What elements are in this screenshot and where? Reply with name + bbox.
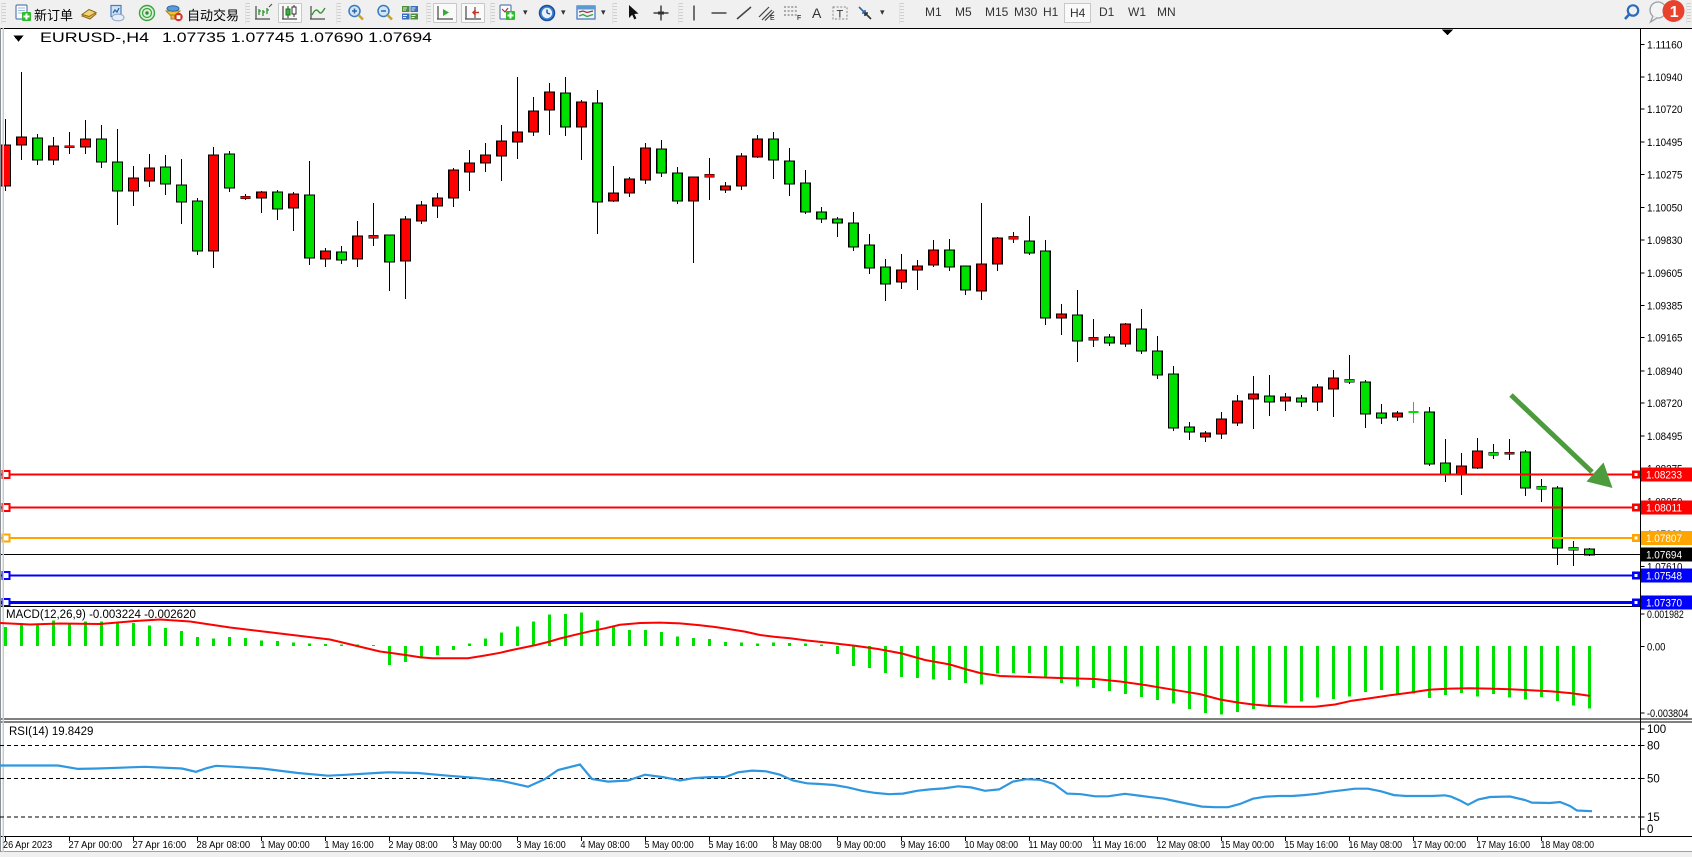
- svg-text:1.07370: 1.07370: [1646, 598, 1682, 610]
- svg-text:1.08940: 1.08940: [1647, 366, 1683, 378]
- svg-text:1.07735 1.07745 1.07690 1.0769: 1.07735 1.07745 1.07690 1.07694: [162, 29, 432, 45]
- svg-text:1.10940: 1.10940: [1647, 72, 1683, 84]
- svg-text:16 May 08:00: 16 May 08:00: [1349, 839, 1403, 851]
- svg-text:1.09165: 1.09165: [1647, 333, 1683, 345]
- svg-text:RSI(14) 19.8429: RSI(14) 19.8429: [9, 726, 93, 738]
- svg-text:A: A: [812, 5, 822, 21]
- svg-text:E: E: [770, 15, 775, 22]
- svg-text:17 May 16:00: 17 May 16:00: [1477, 839, 1531, 851]
- svg-text:1 May 00:00: 1 May 00:00: [261, 839, 310, 851]
- svg-text:1.11160: 1.11160: [1647, 39, 1683, 51]
- svg-text:1.10050: 1.10050: [1647, 203, 1683, 215]
- svg-text:80: 80: [1647, 740, 1660, 752]
- svg-text:1.09605: 1.09605: [1647, 268, 1683, 280]
- svg-text:1.07694: 1.07694: [1646, 550, 1682, 562]
- svg-text:1.10275: 1.10275: [1647, 170, 1683, 182]
- svg-text:MACD(12,26,9) -0.003224 -0.002: MACD(12,26,9) -0.003224 -0.002620: [6, 609, 196, 621]
- svg-text:0.001982: 0.001982: [1647, 609, 1684, 621]
- svg-text:15: 15: [1647, 812, 1660, 824]
- svg-text:1.08495: 1.08495: [1647, 431, 1683, 443]
- svg-text:27 Apr 16:00: 27 Apr 16:00: [133, 839, 187, 851]
- svg-text:-0.003804: -0.003804: [1647, 708, 1688, 720]
- svg-text:8 May 08:00: 8 May 08:00: [773, 839, 822, 851]
- svg-text:0.00: 0.00: [1647, 641, 1665, 653]
- svg-text:1.07548: 1.07548: [1646, 571, 1682, 583]
- svg-text:1.09830: 1.09830: [1647, 235, 1683, 247]
- svg-text:15 May 00:00: 15 May 00:00: [1221, 839, 1275, 851]
- svg-text:1 May 16:00: 1 May 16:00: [325, 839, 374, 851]
- svg-text:50: 50: [1647, 773, 1660, 785]
- svg-text:10 May 08:00: 10 May 08:00: [965, 839, 1019, 851]
- svg-text:28 Apr 08:00: 28 Apr 08:00: [197, 839, 251, 851]
- svg-text:12 May 08:00: 12 May 08:00: [1157, 839, 1211, 851]
- svg-text:1.10720: 1.10720: [1647, 104, 1683, 116]
- svg-text:27 Apr 00:00: 27 Apr 00:00: [69, 839, 123, 851]
- svg-text:9 May 00:00: 9 May 00:00: [837, 839, 886, 851]
- svg-text:1.07807: 1.07807: [1646, 533, 1682, 545]
- svg-text:26 Apr 2023: 26 Apr 2023: [3, 839, 52, 851]
- svg-text:F: F: [797, 15, 801, 22]
- svg-text:1: 1: [1670, 4, 1679, 21]
- svg-text:5 May 00:00: 5 May 00:00: [645, 839, 694, 851]
- svg-text:15 May 16:00: 15 May 16:00: [1285, 839, 1339, 851]
- svg-text:2 May 08:00: 2 May 08:00: [389, 839, 438, 851]
- svg-text:1.09385: 1.09385: [1647, 300, 1683, 312]
- svg-text:3 May 00:00: 3 May 00:00: [453, 839, 502, 851]
- svg-text:11 May 00:00: 11 May 00:00: [1029, 839, 1083, 851]
- svg-text:1.10495: 1.10495: [1647, 137, 1683, 149]
- svg-text:5 May 16:00: 5 May 16:00: [709, 839, 758, 851]
- svg-text:1.08011: 1.08011: [1646, 503, 1682, 515]
- svg-text:11 May 16:00: 11 May 16:00: [1093, 839, 1147, 851]
- svg-text:1.08720: 1.08720: [1647, 398, 1683, 410]
- svg-text:3 May 16:00: 3 May 16:00: [517, 839, 566, 851]
- svg-text:1.08233: 1.08233: [1646, 470, 1682, 482]
- svg-text:T: T: [837, 9, 844, 21]
- svg-text:100: 100: [1647, 724, 1666, 736]
- svg-text:17 May 00:00: 17 May 00:00: [1413, 839, 1467, 851]
- svg-text:18 May 08:00: 18 May 08:00: [1541, 839, 1595, 851]
- svg-text:4 May 08:00: 4 May 08:00: [581, 839, 630, 851]
- svg-text:0: 0: [1647, 824, 1653, 836]
- svg-text:9 May 16:00: 9 May 16:00: [901, 839, 950, 851]
- svg-text:EURUSD-,H4: EURUSD-,H4: [40, 29, 149, 45]
